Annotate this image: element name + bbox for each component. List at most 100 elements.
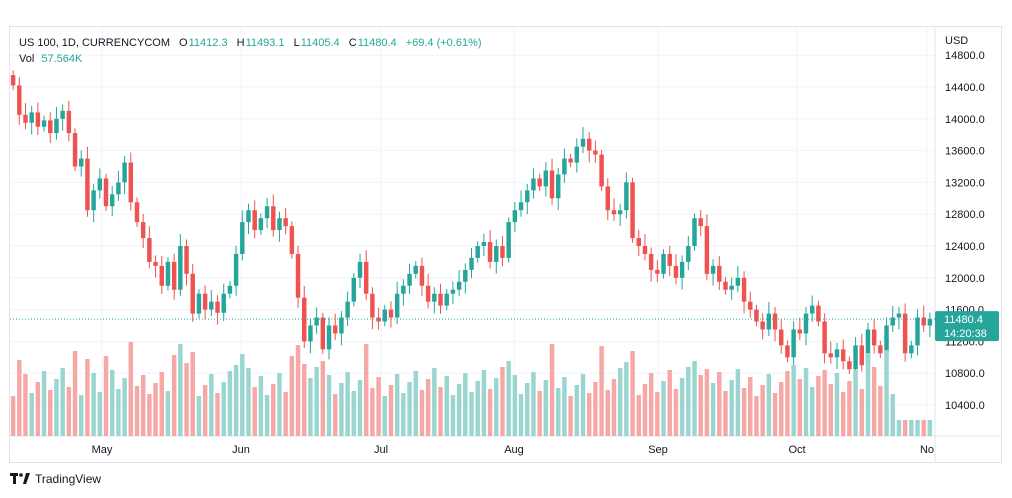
candle[interactable]	[543, 170, 549, 187]
candle[interactable]	[332, 325, 338, 334]
candle[interactable]	[865, 329, 871, 366]
candle[interactable]	[60, 110, 65, 119]
candle[interactable]	[896, 313, 902, 318]
candle[interactable]	[624, 182, 629, 211]
candle[interactable]	[562, 158, 567, 175]
candle[interactable]	[847, 361, 852, 370]
candle[interactable]	[10, 75, 16, 86]
candle[interactable]	[233, 253, 239, 286]
candle[interactable]	[816, 305, 821, 322]
candle[interactable]	[277, 218, 282, 231]
candle[interactable]	[116, 182, 121, 195]
candle[interactable]	[271, 206, 276, 231]
candle[interactable]	[593, 150, 598, 155]
candle[interactable]	[785, 345, 790, 358]
candle[interactable]	[407, 273, 412, 286]
candle[interactable]	[339, 317, 344, 334]
candle[interactable]	[748, 301, 753, 310]
candle[interactable]	[617, 210, 623, 215]
candle[interactable]	[289, 226, 295, 254]
candle[interactable]	[698, 218, 703, 227]
candle[interactable]	[809, 305, 815, 314]
candle[interactable]	[221, 293, 226, 313]
candle[interactable]	[599, 154, 604, 187]
candle[interactable]	[679, 261, 685, 278]
candle[interactable]	[295, 253, 301, 298]
candle[interactable]	[729, 285, 734, 290]
candle[interactable]	[512, 210, 518, 223]
candle[interactable]	[147, 238, 152, 262]
candle[interactable]	[264, 206, 270, 219]
candle[interactable]	[85, 158, 90, 211]
candle[interactable]	[29, 112, 34, 123]
candle[interactable]	[735, 277, 741, 286]
candle[interactable]	[772, 313, 778, 330]
candle[interactable]	[803, 313, 809, 334]
candle[interactable]	[506, 222, 511, 258]
candle[interactable]	[456, 281, 462, 290]
candle[interactable]	[859, 345, 864, 366]
candle[interactable]	[500, 246, 505, 258]
candle[interactable]	[741, 277, 747, 302]
candle[interactable]	[54, 118, 59, 134]
candle[interactable]	[103, 178, 109, 207]
candle[interactable]	[717, 265, 722, 282]
candle[interactable]	[469, 257, 474, 270]
candle[interactable]	[320, 317, 326, 350]
candle[interactable]	[487, 242, 493, 262]
candle[interactable]	[444, 293, 449, 306]
candle[interactable]	[630, 182, 635, 239]
candle[interactable]	[171, 261, 177, 290]
candle[interactable]	[704, 226, 710, 274]
candle[interactable]	[840, 349, 846, 362]
candle[interactable]	[240, 222, 245, 254]
candle[interactable]	[555, 174, 561, 199]
candle[interactable]	[48, 120, 53, 134]
candle[interactable]	[413, 265, 418, 274]
candle[interactable]	[580, 138, 586, 147]
candle[interactable]	[357, 261, 363, 278]
candle[interactable]	[122, 162, 127, 183]
tradingview-brand[interactable]: TradingView	[10, 472, 101, 486]
candle[interactable]	[394, 293, 400, 318]
candle[interactable]	[283, 218, 288, 227]
candle[interactable]	[159, 265, 164, 286]
candle[interactable]	[611, 210, 617, 215]
candle[interactable]	[915, 317, 920, 346]
candle[interactable]	[246, 210, 251, 223]
candle[interactable]	[376, 317, 381, 322]
candle[interactable]	[686, 246, 691, 262]
candle[interactable]	[710, 265, 716, 274]
candle[interactable]	[382, 309, 388, 322]
candle[interactable]	[109, 194, 115, 207]
candle[interactable]	[822, 321, 827, 354]
candle[interactable]	[518, 202, 524, 211]
candle[interactable]	[655, 269, 660, 274]
candle[interactable]	[853, 345, 858, 370]
candle[interactable]	[401, 285, 406, 294]
candle[interactable]	[165, 261, 171, 286]
candle[interactable]	[345, 301, 350, 318]
candle[interactable]	[438, 293, 443, 306]
candle[interactable]	[419, 265, 425, 286]
candle[interactable]	[531, 178, 536, 191]
candle[interactable]	[463, 269, 468, 282]
candle[interactable]	[586, 138, 592, 151]
candle[interactable]	[791, 329, 796, 358]
candle[interactable]	[568, 158, 573, 163]
candle[interactable]	[196, 293, 202, 314]
candle[interactable]	[41, 120, 47, 127]
candle[interactable]	[97, 178, 103, 191]
candle[interactable]	[184, 246, 189, 274]
candle[interactable]	[754, 309, 759, 322]
candle[interactable]	[723, 281, 728, 290]
candle[interactable]	[828, 353, 834, 358]
candle[interactable]	[35, 112, 41, 127]
candle[interactable]	[134, 202, 140, 223]
candle[interactable]	[878, 345, 883, 354]
candle[interactable]	[363, 261, 369, 294]
candle[interactable]	[326, 325, 332, 350]
candle[interactable]	[921, 317, 926, 326]
candle[interactable]	[72, 133, 78, 167]
